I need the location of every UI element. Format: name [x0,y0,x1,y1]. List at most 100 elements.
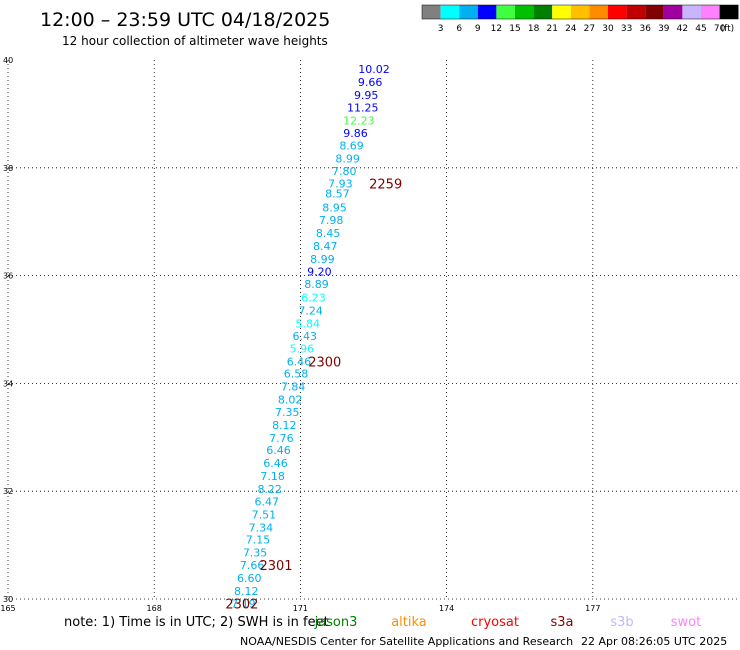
y-tick-label: 36 [3,272,13,281]
colorbar-swatch [701,5,720,19]
satellite-legend-item: altika [391,615,427,630]
time-labels: 2259 2300 2301 2302 [225,177,402,612]
y-tick-labels: 30 32 34 36 38 40 [3,56,13,604]
wave-height-label: 8.22 [257,483,282,496]
wave-height-label: 7.80 [332,165,357,178]
wave-height-label: 12.23 [343,114,375,127]
colorbar-swatch [459,5,478,19]
colorbar-swatch [515,5,534,19]
chart-subtitle: 12 hour collection of altimeter wave hei… [62,34,328,48]
colorbar-swatch [663,5,683,19]
colorbar-swatch [589,5,608,19]
satellite-legend-item: s3b [610,615,633,630]
wave-height-label: 7.35 [243,547,268,560]
wave-height-label: 7.98 [319,214,344,227]
wave-height-label: 7.19 [231,597,256,610]
colorbar-label: 9 [475,24,481,34]
colorbar-border [421,4,739,20]
wave-height-label: 7.18 [260,470,285,483]
wave-height-label: 10.02 [358,63,390,76]
wave-height-label: 6.46 [287,355,312,368]
colorbar-label: 45 [695,24,706,34]
wave-height-label: 8.12 [234,585,259,598]
colorbar-label: 18 [528,24,540,34]
wave-height-label: 8.95 [322,202,347,215]
colorbar-swatch [608,5,627,19]
x-tick-labels: 165 168 171 174 177 [0,604,600,613]
y-tick-label: 32 [3,487,13,496]
wave-height-label: 8.99 [310,253,335,266]
wave-height-label: 7.93 [328,177,353,190]
wave-height-label: 9.20 [307,265,332,278]
time-label: 2300 [308,355,341,370]
colorbar-label: 15 [509,24,520,34]
colorbar-label: 6 [456,24,462,34]
wave-height-label: 7.35 [275,406,300,419]
wave-height-label: 6.46 [263,457,288,470]
y-tick-label: 34 [3,379,13,388]
x-tick-label: 174 [439,604,454,613]
wave-height-label: 8.57 [325,188,350,201]
chart-title: 12:00 – 23:59 UTC 04/18/2025 [40,9,330,31]
wave-height-label: 6.47 [255,495,280,508]
colorbar-label: 12 [491,24,502,34]
x-tick-label: 168 [147,604,162,613]
colorbar-swatch [719,5,739,19]
wave-height-label: 9.95 [354,89,379,102]
colorbar-swatch [533,5,553,19]
wave-height-label: 8.45 [316,227,341,240]
colorbar-swatch [682,5,701,19]
time-label: 2302 [225,597,258,612]
colorbar-label: 30 [602,24,614,34]
colorbar-swatch [496,5,515,19]
colorbar-swatch [422,5,441,19]
footer-credit: NOAA/NESDIS Center for Satellite Applica… [240,635,573,648]
colorbar-label: 24 [565,24,577,34]
wave-height-label: 7.84 [281,381,306,394]
wave-height-label: 8.89 [304,278,329,291]
footer-note: note: 1) Time is in UTC; 2) SWH is in fe… [64,615,329,630]
y-tick-label: 30 [3,595,13,604]
wave-height-label: 8.99 [335,153,360,166]
colorbar-label: 33 [621,24,632,34]
wave-height-label: 8.47 [313,240,338,253]
wave-height-label: 5.96 [290,342,315,355]
wave-height-label: 11.25 [347,101,379,114]
colorbar-swatch [477,5,497,19]
colorbar-label: 39 [658,24,670,34]
wave-height-label: 6.60 [237,572,262,585]
colorbar-label: 36 [639,24,651,34]
wave-height-label: 7.15 [246,534,271,547]
wave-height-label: 9.86 [343,127,368,140]
wave-height-label: 7.51 [252,508,277,521]
colorbar-label: 27 [584,24,595,34]
wave-height-label: 8.02 [278,394,303,407]
satellite-legend-item: cryosat [471,615,519,630]
colorbar-swatch [440,5,460,19]
grid-lines [7,60,739,600]
colorbar-label: 21 [546,24,557,34]
y-tick-label: 38 [3,164,13,173]
wave-height-label: 8.69 [339,140,364,153]
wave-height-label: 6.23 [301,292,326,305]
wave-height-label: 5.84 [295,318,320,331]
colorbar-unit: (ft) [721,24,735,34]
wave-height-label: 7.66 [240,559,265,572]
wave-height-label: 7.76 [269,432,294,445]
colorbar-swatch [552,5,571,19]
footer-timestamp: 22 Apr 08:26:05 UTC 2025 [581,635,727,648]
colorbar-swatch [626,5,646,19]
wave-height-label: 9.66 [358,76,383,89]
time-label: 2259 [369,177,402,192]
time-label: 2301 [259,559,292,574]
wave-height-label: 6.58 [284,368,309,381]
satellite-legend-item: jason3 [314,615,358,630]
x-tick-label: 165 [0,604,15,613]
colorbar-label: 42 [677,24,688,34]
satellite-legend-item: swot [671,615,701,630]
wave-height-label: 6.46 [266,444,291,457]
satellite-legend: jason3 altika cryosat s3a s3b swot [314,615,702,630]
colorbar-swatch [570,5,590,19]
colorbar-label: 70 [714,24,726,34]
